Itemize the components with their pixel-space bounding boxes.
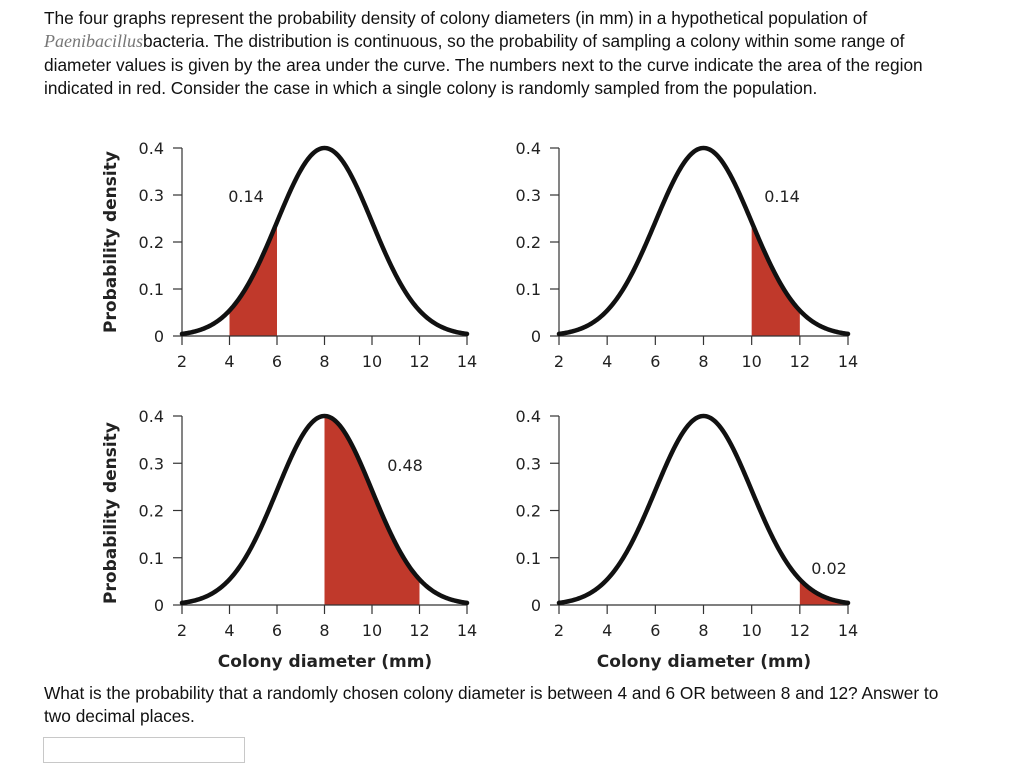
density-curve	[179, 413, 470, 606]
x-tick-label: 12	[409, 621, 429, 640]
density-curve	[179, 145, 470, 337]
y-tick-label: 0.1	[516, 280, 541, 299]
area-label: 0.48	[387, 456, 423, 475]
x-tick-label: 10	[362, 352, 382, 371]
x-tick-label: 8	[698, 621, 708, 640]
y-axis-title: Probability density	[101, 151, 121, 333]
area-label: 0.02	[811, 559, 847, 578]
y-tick-label: 0.3	[516, 454, 541, 473]
x-tick-label: 14	[838, 621, 858, 640]
y-tick-label: 0.4	[516, 139, 541, 158]
x-tick-label: 2	[554, 621, 564, 640]
intro-text: The four graphs represent the probabilit…	[44, 7, 944, 101]
x-tick-label: 4	[224, 621, 234, 640]
area-label: 0.14	[228, 187, 264, 206]
question-text: What is the probability that a randomly …	[44, 683, 939, 726]
y-tick-label: 0.3	[516, 186, 541, 205]
x-tick-label: 10	[741, 352, 761, 371]
area-label: 0.14	[764, 187, 800, 206]
chart-panel-3: 0 0.1 0.2 0.3 0.4 2 4 6 8 10 12 14 0.48 Probability d…	[101, 407, 477, 672]
x-axis-title: Colony diameter (mm)	[597, 652, 811, 672]
x-tick-label: 2	[177, 621, 187, 640]
y-tick-label: 0.3	[139, 186, 164, 205]
y-tick-label: 0	[154, 327, 164, 346]
density-curve	[556, 145, 851, 337]
y-tick-label: 0.4	[139, 407, 164, 426]
answer-input[interactable]	[43, 737, 245, 763]
x-tick-label: 14	[838, 352, 858, 371]
x-tick-label: 6	[272, 621, 282, 640]
x-tick-label: 8	[698, 352, 708, 371]
y-tick-label: 0.1	[139, 549, 164, 568]
y-tick-label: 0.2	[139, 233, 164, 252]
x-tick-label: 2	[177, 352, 187, 371]
x-axis-title: Colony diameter (mm)	[218, 652, 432, 672]
x-tick-label: 2	[554, 352, 564, 371]
shaded-area	[324, 416, 420, 605]
x-tick-label: 8	[319, 352, 329, 371]
y-tick-label: 0.4	[139, 139, 164, 158]
x-tick-label: 6	[272, 352, 282, 371]
y-tick-label: 0	[154, 596, 164, 615]
y-tick-label: 0.2	[516, 502, 541, 521]
x-tick-label: 6	[650, 352, 660, 371]
x-tick-label: 10	[362, 621, 382, 640]
x-tick-label: 12	[409, 352, 429, 371]
y-tick-label: 0.4	[516, 407, 541, 426]
intro-part1: The four graphs represent the probabilit…	[44, 8, 868, 28]
x-tick-label: 6	[650, 621, 660, 640]
x-tick-label: 8	[319, 621, 329, 640]
y-tick-label: 0.2	[516, 233, 541, 252]
genus-name: Paenibacillus	[44, 31, 143, 52]
chart-panel-4: 0 0.1 0.2 0.3 0.4 2 4 6 8 10 12 14 0.02 Colony diamet…	[516, 407, 859, 672]
chart-panel-1: 0 0.1 0.2 0.3 0.4 2 4 6 8 10 12 14 0.14 Probability d…	[101, 139, 477, 371]
x-tick-label: 4	[602, 621, 612, 640]
y-tick-label: 0.2	[139, 502, 164, 521]
chart-panel-2: 0 0.1 0.2 0.3 0.4 2 4 6 8 10 12 14 0.14	[516, 139, 859, 371]
y-axis-title: Probability density	[101, 422, 121, 604]
x-tick-label: 14	[457, 621, 477, 640]
x-tick-label: 4	[602, 352, 612, 371]
y-tick-label: 0.1	[516, 549, 541, 568]
shaded-area	[799, 579, 848, 605]
x-tick-label: 14	[457, 352, 477, 371]
x-tick-label: 4	[224, 352, 234, 371]
intro-part2: bacteria. The distribution is continuous…	[44, 31, 923, 99]
y-tick-label: 0.1	[139, 280, 164, 299]
density-curve	[556, 413, 851, 606]
x-tick-label: 10	[741, 621, 761, 640]
y-tick-label: 0.3	[139, 454, 164, 473]
y-tick-label: 0	[531, 596, 541, 615]
x-tick-label: 12	[790, 621, 810, 640]
y-tick-label: 0	[531, 327, 541, 346]
x-tick-label: 12	[790, 352, 810, 371]
